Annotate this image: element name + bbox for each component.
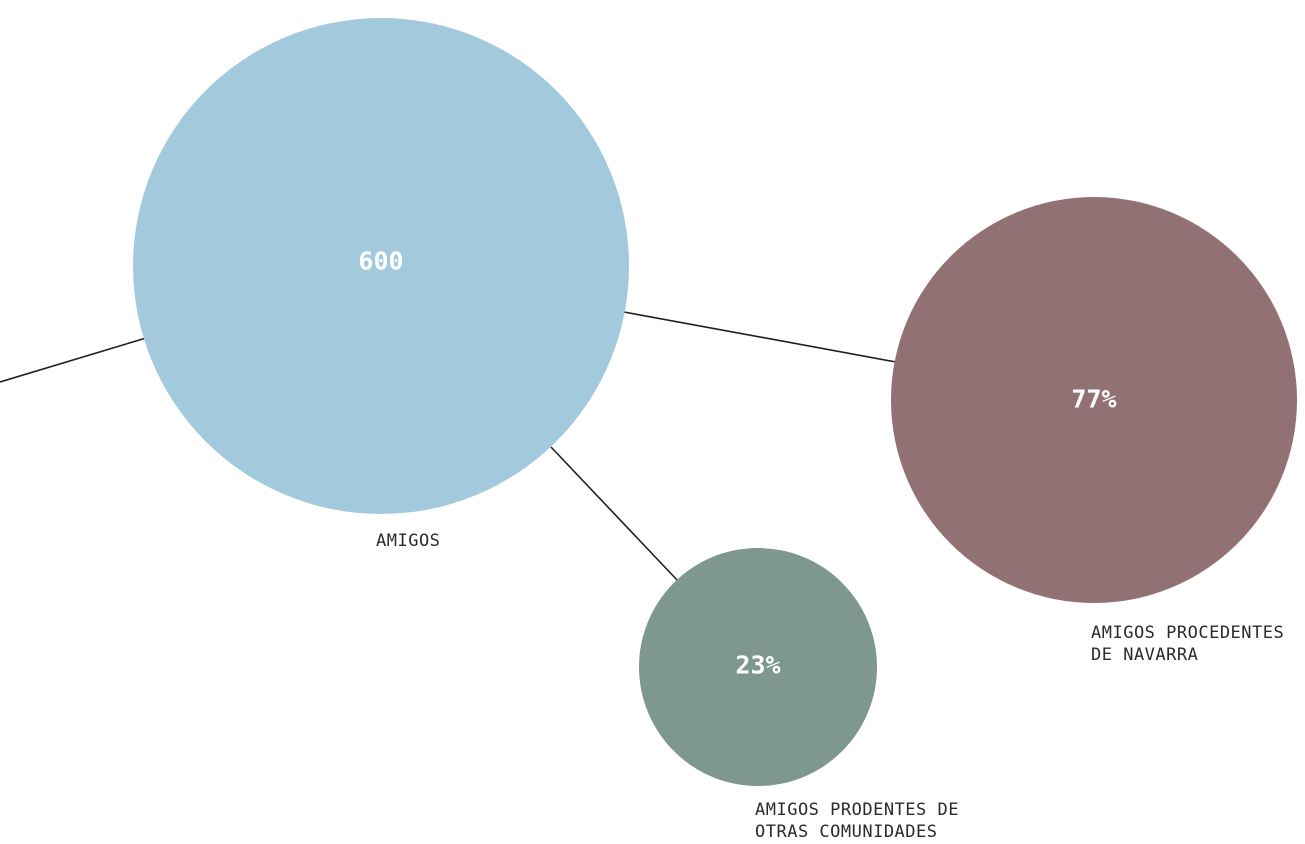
otras-label-line-2: OTRAS COMUNIDADES	[755, 822, 938, 842]
navarra-label: AMIGOS PROCEDENTES DE NAVARRA	[1091, 623, 1295, 665]
node-amigos: 600 AMIGOS	[133, 18, 629, 551]
link-offscreen-to-amigos	[0, 337, 147, 383]
amigos-label-line-1: AMIGOS	[376, 531, 440, 551]
amigos-value: 600	[358, 247, 403, 276]
link-amigos-to-otras	[550, 446, 679, 582]
otras-value: 23%	[735, 651, 780, 680]
amigos-label: AMIGOS	[376, 531, 440, 551]
navarra-label-line-2: DE NAVARRA	[1091, 645, 1198, 665]
node-otras: 23% AMIGOS PRODENTES DE OTRAS COMUNIDADE…	[639, 548, 970, 842]
navarra-bubble	[891, 197, 1297, 603]
navarra-label-line-1: AMIGOS PROCEDENTES	[1091, 623, 1284, 643]
amigos-bubble	[133, 18, 629, 514]
otras-label: AMIGOS PRODENTES DE OTRAS COMUNIDADES	[755, 800, 970, 842]
navarra-value: 77%	[1071, 385, 1116, 414]
link-amigos-to-navarra	[623, 311, 897, 363]
otras-bubble	[639, 548, 877, 786]
otras-label-line-1: AMIGOS PRODENTES DE	[755, 800, 959, 820]
node-navarra: 77% AMIGOS PROCEDENTES DE NAVARRA	[891, 197, 1297, 665]
